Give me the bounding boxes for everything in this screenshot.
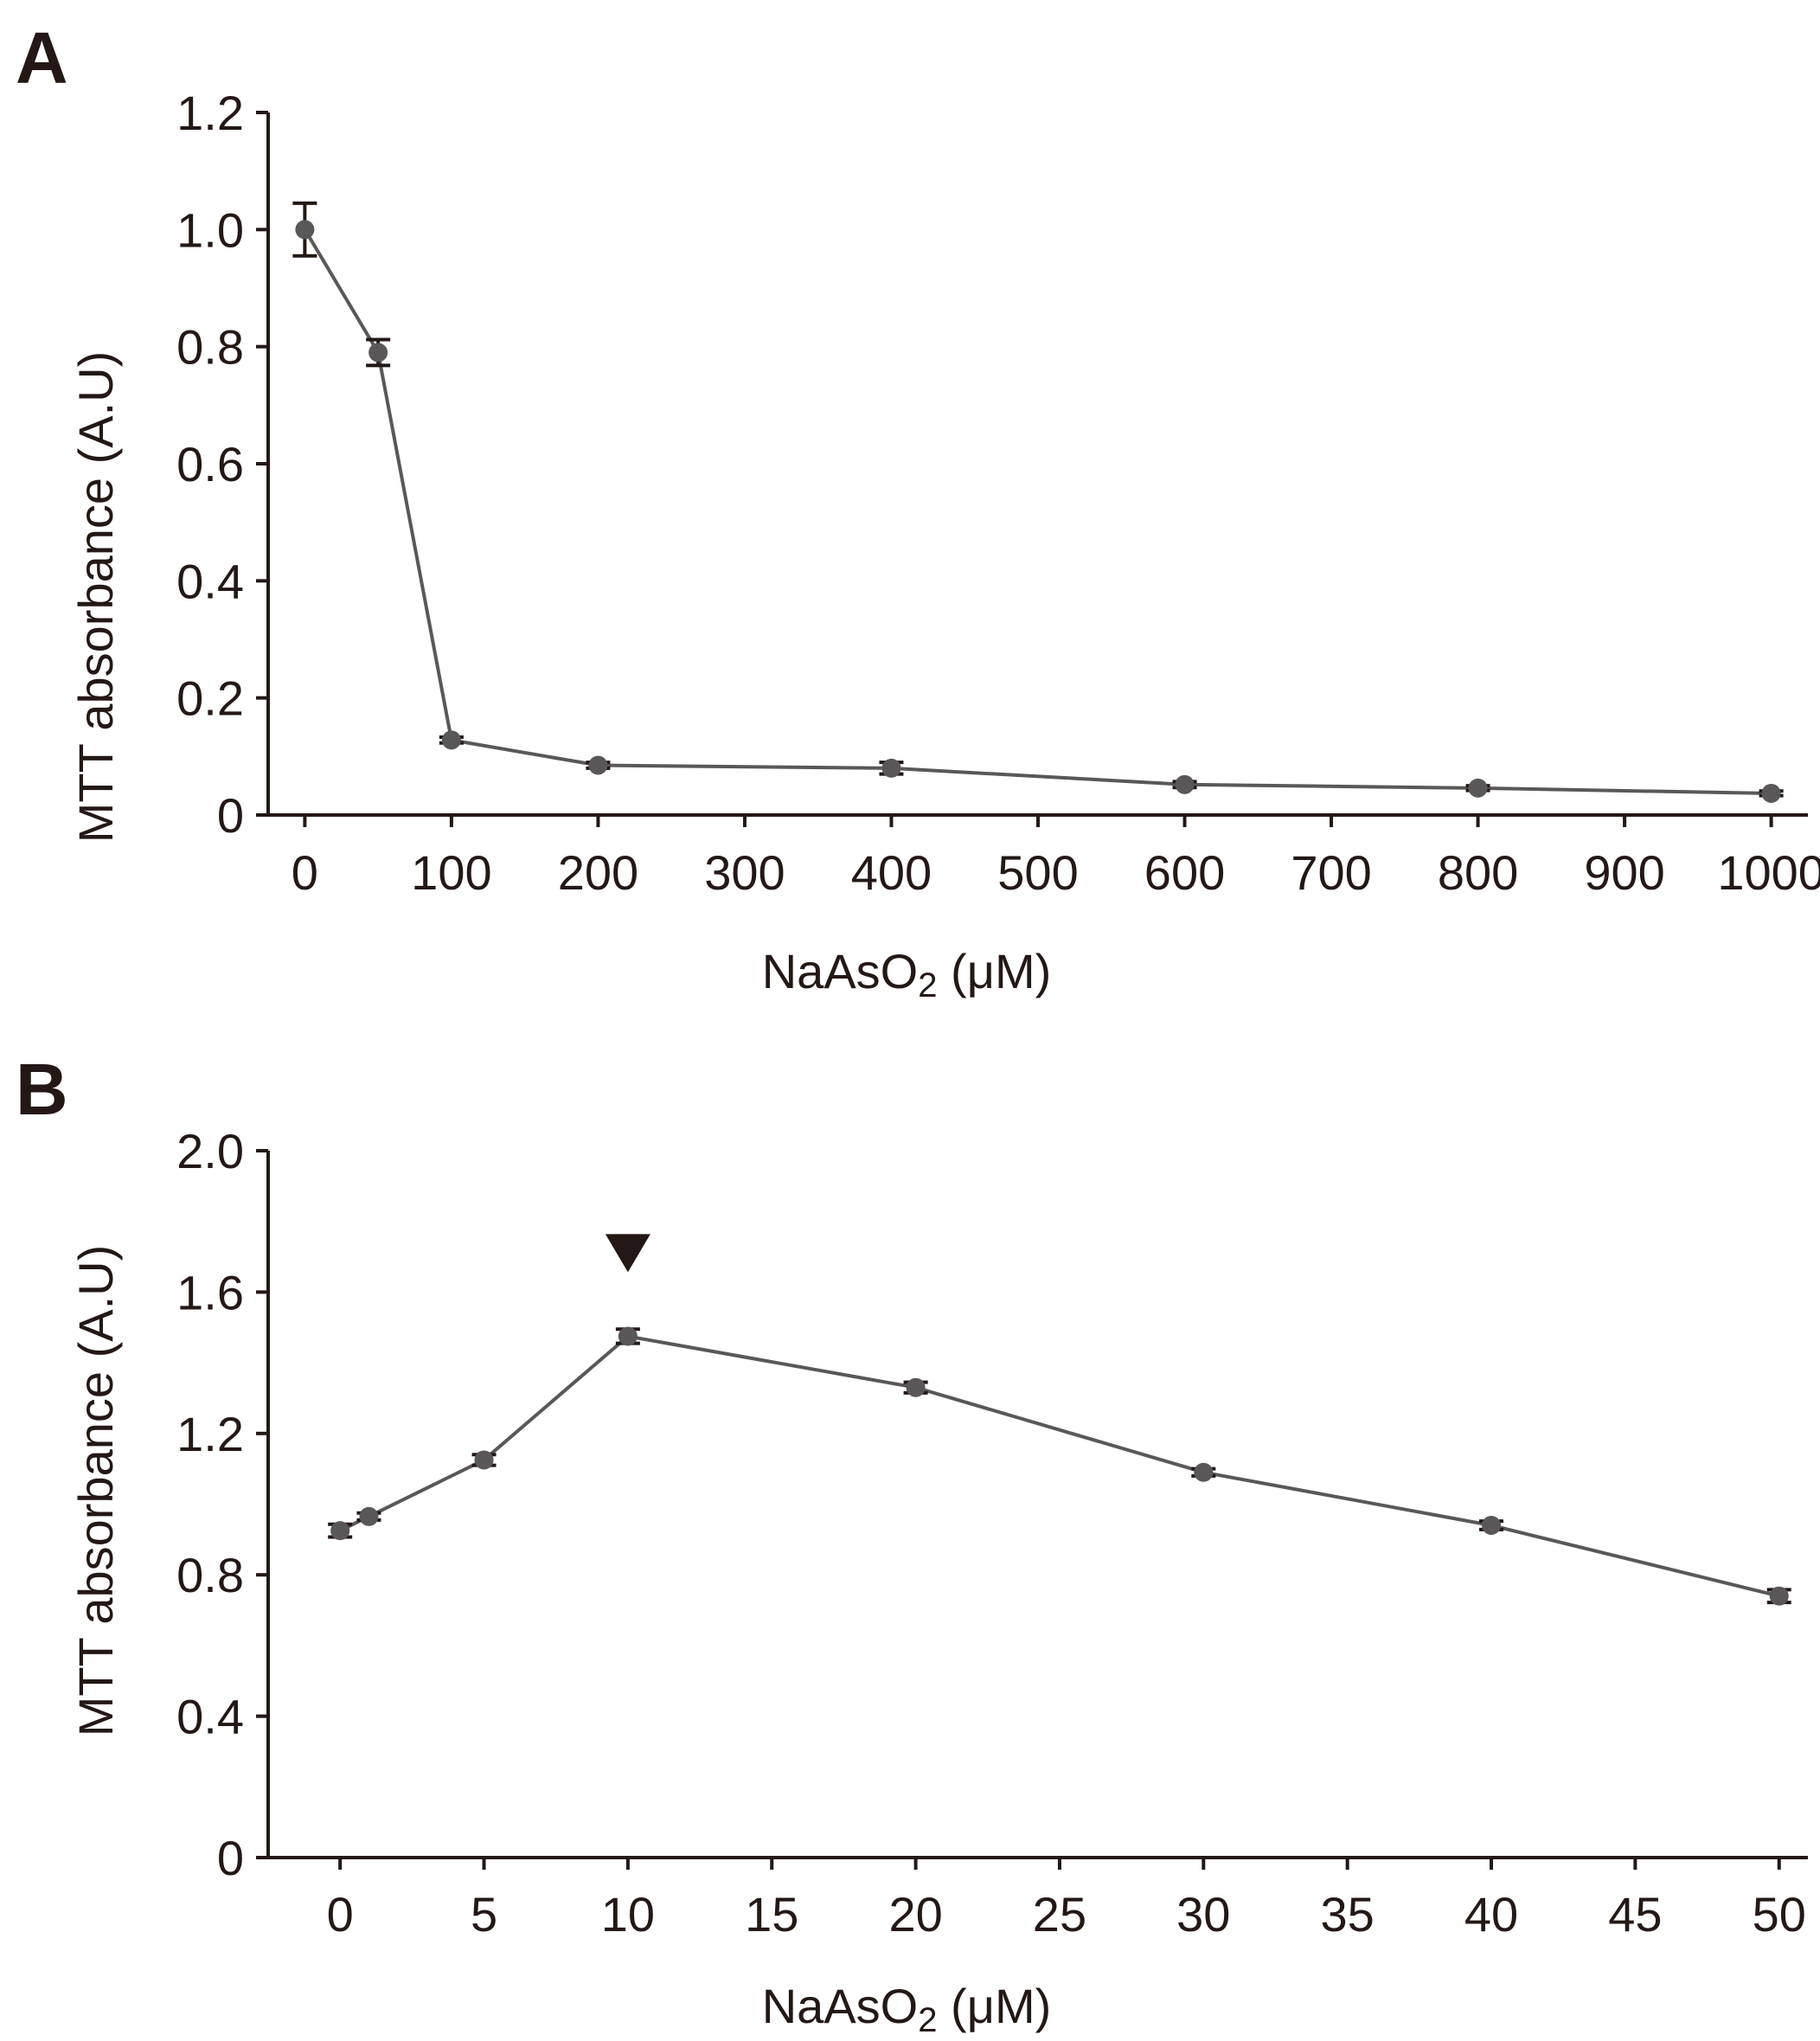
- x-axis-title: NaAsO2 (μM): [762, 1979, 1052, 2039]
- x-tick-label: 1000: [1717, 845, 1820, 900]
- y-axis-title: MTT absorbance (A.U): [68, 1245, 123, 1736]
- data-point: [1194, 1462, 1214, 1482]
- ticks: 0 0.2 0.4 0.6 0.8 1.0 1.2 0 100 200 300 400 500 600 70…: [176, 86, 1820, 900]
- data-point: [1769, 1586, 1789, 1606]
- data-point: [618, 1326, 638, 1346]
- y-tick-label: 1.2: [176, 1407, 244, 1461]
- y-tick-label: 0.8: [176, 1548, 244, 1602]
- data-point: [295, 220, 315, 240]
- x-tick-label: 700: [1291, 845, 1371, 900]
- data-point: [441, 730, 461, 750]
- data-point: [330, 1521, 350, 1541]
- x-tick-label: 400: [851, 845, 932, 900]
- x-tick-label: 800: [1438, 845, 1518, 900]
- x-tick-label: 900: [1584, 845, 1664, 900]
- x-tick-label: 15: [745, 1887, 798, 1942]
- x-tick-label: 200: [558, 845, 638, 900]
- data-point: [474, 1450, 494, 1470]
- data-point: [1761, 783, 1781, 803]
- y-tick-label: 2.0: [176, 1124, 244, 1178]
- data-point: [1482, 1516, 1502, 1536]
- data-point: [1175, 774, 1195, 794]
- y-tick-label: 0.6: [176, 437, 244, 491]
- axes: [266, 1151, 1808, 1859]
- panel-label: B: [16, 1049, 68, 1130]
- panel-b: B 0 0.4 0.8 1.2 1.6 2.0 0 5 10 15 20 25 30 35 40 45 50 N…: [16, 1049, 1808, 2039]
- y-tick-label: 0.4: [176, 554, 244, 608]
- x-tick-label: 50: [1753, 1887, 1806, 1942]
- x-tick-label: 5: [471, 1887, 497, 1942]
- x-tick-label: 30: [1176, 1887, 1230, 1942]
- y-tick-label: 0.4: [176, 1690, 244, 1744]
- x-tick-label: 35: [1321, 1887, 1375, 1942]
- x-tick-label: 25: [1033, 1887, 1086, 1942]
- y-axis-title: MTT absorbance (A.U): [68, 351, 123, 843]
- panel-label: A: [16, 17, 68, 99]
- x-tick-label: 45: [1608, 1887, 1662, 1942]
- x-tick-label: 500: [997, 845, 1078, 900]
- x-axis-title: NaAsO2 (μM): [762, 944, 1052, 1004]
- x-tick-label: 600: [1144, 845, 1225, 900]
- plot-area: [292, 201, 1784, 803]
- x-tick-label: 300: [704, 845, 785, 900]
- series-line: [339, 1334, 1780, 1598]
- data-point: [1468, 778, 1488, 798]
- series-line: [303, 228, 1772, 795]
- y-tick-label: 0.2: [176, 671, 244, 726]
- x-tick-label: 0: [327, 1887, 354, 1942]
- y-tick-label: 0.8: [176, 320, 244, 375]
- data-point: [359, 1506, 379, 1526]
- data-point: [906, 1377, 926, 1397]
- x-tick-label: 100: [411, 845, 491, 900]
- panel-a: A 0 0.2 0.4 0.6 0.8 1.0 1.2 0 100 200 300 400 500 600…: [16, 17, 1820, 1004]
- data-point: [588, 755, 608, 775]
- x-tick-label: 40: [1464, 1887, 1518, 1942]
- peak-marker-triangle: [605, 1234, 650, 1273]
- y-tick-label: 1.2: [176, 86, 244, 140]
- y-tick-label: 0: [217, 788, 244, 843]
- axes: [266, 112, 1808, 817]
- y-tick-label: 1.0: [176, 202, 244, 257]
- ticks: 0 0.4 0.8 1.2 1.6 2.0 0 5 10 15 20 25 30 35 40 45 50: [176, 1124, 1806, 1942]
- x-tick-label: 20: [888, 1887, 942, 1942]
- data-point: [368, 343, 388, 363]
- x-tick-label: 0: [292, 845, 318, 900]
- x-tick-label: 10: [601, 1887, 655, 1942]
- data-point: [881, 758, 901, 778]
- plot-area: [328, 1234, 1791, 1606]
- y-tick-label: 0: [217, 1831, 244, 1885]
- y-tick-label: 1.6: [176, 1265, 244, 1319]
